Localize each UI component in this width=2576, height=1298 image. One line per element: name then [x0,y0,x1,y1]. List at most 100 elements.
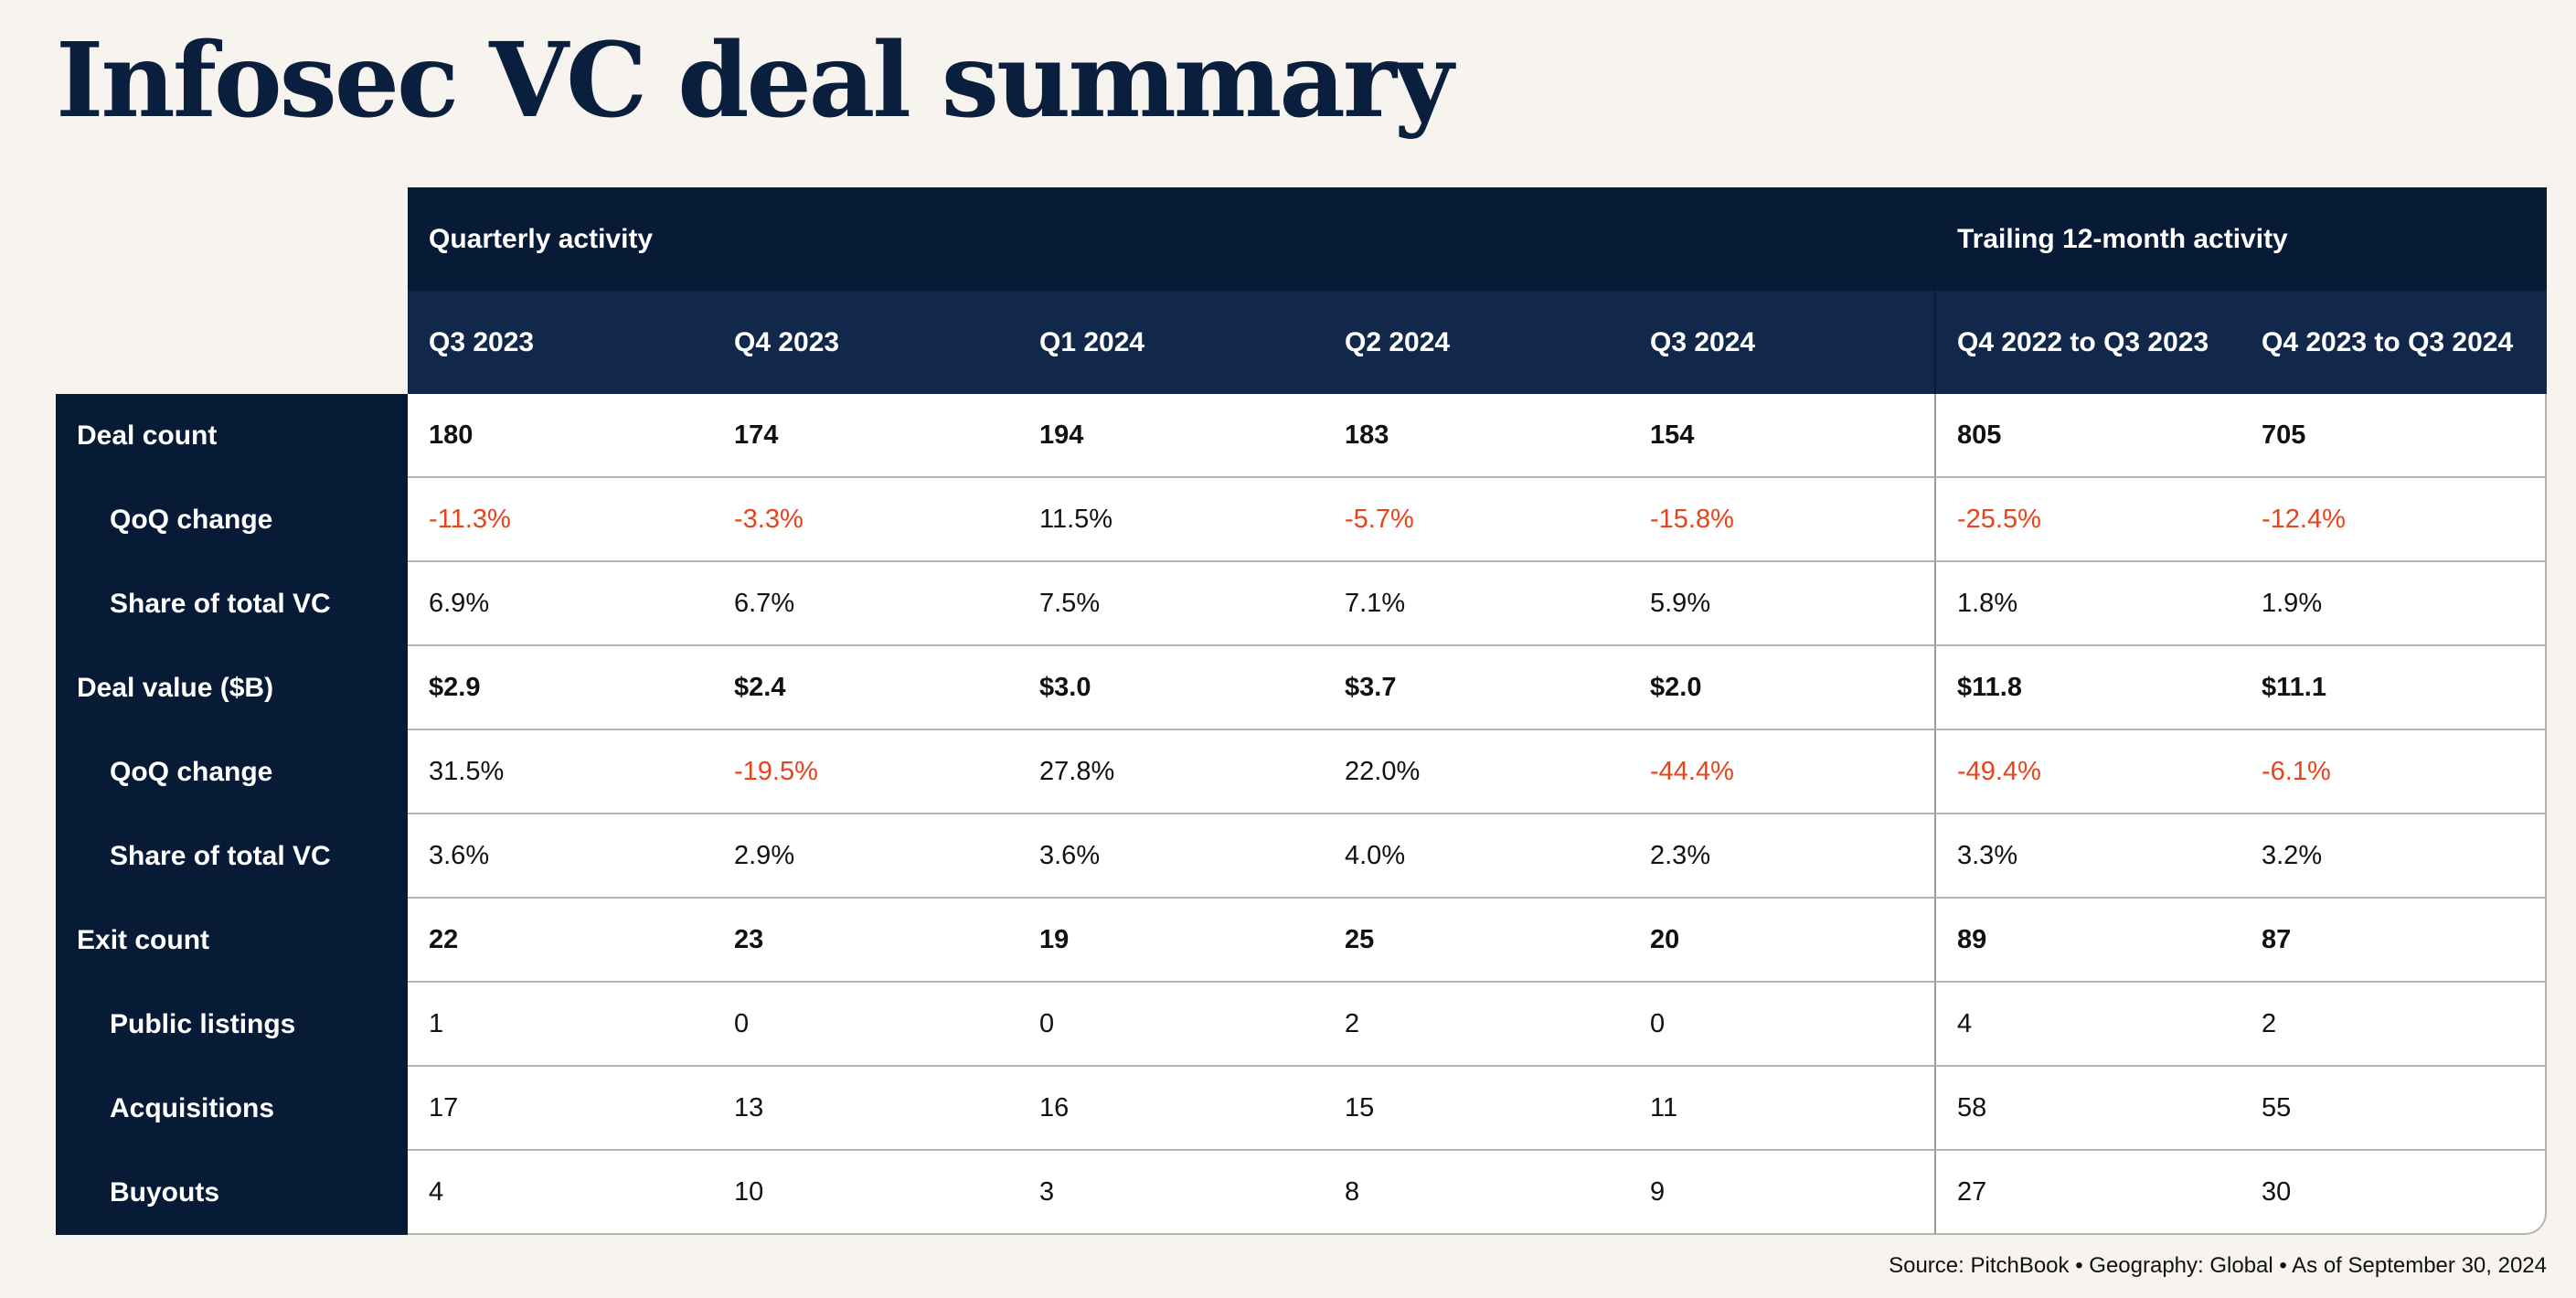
row-label: Share of total VC [56,814,408,899]
table-cell: 174 [713,394,1018,478]
table-cell: 194 [1018,394,1324,478]
table-row: Deal value ($B) $2.9 $2.4 $3.0 $3.7 $2.0 $11.8… [56,646,2547,730]
table-cell: 1 [408,983,713,1067]
table-row: Exit count 22 23 19 25 20 89 87 [56,899,2547,983]
table-cell: 3.6% [408,814,713,899]
table-cell: 19 [1018,899,1324,983]
row-label: Public listings [56,983,408,1067]
table-cell: -12.4% [2241,478,2547,562]
table-cell: 0 [713,983,1018,1067]
table-cell: 27 [1934,1151,2241,1235]
table-cell: 3.6% [1018,814,1324,899]
table-cell: 3.3% [1934,814,2241,899]
table-cell: $2.4 [713,646,1018,730]
row-label: QoQ change [56,478,408,562]
row-label: Deal count [56,394,408,478]
table-cell: $2.0 [1629,646,1934,730]
column-header: Q3 2024 [1629,291,1934,394]
table-cell: $2.9 [408,646,713,730]
table-cell: 31.5% [408,730,713,814]
table-cell: 17 [408,1067,713,1151]
table-cell: -6.1% [2241,730,2547,814]
table-cell: 89 [1934,899,2241,983]
column-header: Q4 2022 to Q3 2023 [1934,291,2241,394]
table-cell: 6.9% [408,562,713,646]
table-cell: 22.0% [1324,730,1629,814]
table-row: Share of total VC 6.9% 6.7% 7.5% 7.1% 5.9% 1.8… [56,562,2547,646]
corner-cell [56,291,408,394]
table-row: Share of total VC 3.6% 2.9% 3.6% 4.0% 2.3% 3.3… [56,814,2547,899]
table-cell: 7.5% [1018,562,1324,646]
row-label: QoQ change [56,730,408,814]
table-cell: 4 [1934,983,2241,1067]
table-cell: 13 [713,1067,1018,1151]
table-row: QoQ change -11.3% -3.3% 11.5% -5.7% -15.8% -25… [56,478,2547,562]
table-cell: 2.3% [1629,814,1934,899]
table-cell: 0 [1629,983,1934,1067]
table-cell: 22 [408,899,713,983]
table-cell: 30 [2241,1151,2547,1235]
table-cell: 4.0% [1324,814,1629,899]
table-cell: 87 [2241,899,2547,983]
table-row: QoQ change 31.5% -19.5% 27.8% 22.0% -44.4% -49… [56,730,2547,814]
table-row: Buyouts 4 10 3 8 9 27 30 [56,1151,2547,1235]
table-cell: 25 [1324,899,1629,983]
table-cell: 1.8% [1934,562,2241,646]
table-cell: 7.1% [1324,562,1629,646]
table-cell: 4 [408,1151,713,1235]
table-cell: 58 [1934,1067,2241,1151]
page-title: Infosec VC deal summary [56,21,1453,141]
table-cell: 55 [2241,1067,2547,1151]
column-header: Q1 2024 [1018,291,1324,394]
table-cell: 183 [1324,394,1629,478]
period-header-row: Q3 2023 Q4 2023 Q1 2024 Q2 2024 Q3 2024 Q4 20… [56,291,2547,394]
table-cell: 705 [2241,394,2547,478]
row-label: Acquisitions [56,1067,408,1151]
table-cell: $3.0 [1018,646,1324,730]
table-cell: -15.8% [1629,478,1934,562]
table-cell: 8 [1324,1151,1629,1235]
table-cell: -3.3% [713,478,1018,562]
table-cell: 2.9% [713,814,1018,899]
table-cell: 805 [1934,394,2241,478]
table-cell: 20 [1629,899,1934,983]
group-header-row: Quarterly activity Trailing 12-month act… [56,187,2547,291]
row-label: Deal value ($B) [56,646,408,730]
corner-cell [56,187,408,291]
table-cell: 15 [1324,1067,1629,1151]
table-cell: 0 [1018,983,1324,1067]
table-row: Public listings 1 0 0 2 0 4 2 [56,983,2547,1067]
deal-summary-table: Quarterly activity Trailing 12-month act… [56,187,2547,1235]
table-cell: 6.7% [713,562,1018,646]
row-label: Share of total VC [56,562,408,646]
table-cell: 23 [713,899,1018,983]
row-label: Exit count [56,899,408,983]
table-row: Deal count 180 174 194 183 154 805 705 [56,394,2547,478]
table-cell: 2 [1324,983,1629,1067]
table-cell: -44.4% [1629,730,1934,814]
table-cell: -25.5% [1934,478,2241,562]
table-cell: 5.9% [1629,562,1934,646]
table-cell: $11.1 [2241,646,2547,730]
table-cell: 154 [1629,394,1934,478]
table-cell: 11.5% [1018,478,1324,562]
table-cell: 11 [1629,1067,1934,1151]
column-header: Q4 2023 [713,291,1018,394]
table-header: Quarterly activity Trailing 12-month act… [56,187,2547,394]
source-note: Source: PitchBook • Geography: Global • … [1889,1253,2547,1278]
table-cell: 3 [1018,1151,1324,1235]
group-header-trailing: Trailing 12-month activity [1934,187,2547,291]
table-cell: 9 [1629,1151,1934,1235]
column-header: Q2 2024 [1324,291,1629,394]
table-body: Deal count 180 174 194 183 154 805 705 QoQ chang… [56,394,2547,1235]
table-cell: 2 [2241,983,2547,1067]
table-cell: 3.2% [2241,814,2547,899]
group-header-quarterly: Quarterly activity [408,187,1934,291]
row-label: Buyouts [56,1151,408,1235]
table-cell: $11.8 [1934,646,2241,730]
table-cell: -19.5% [713,730,1018,814]
table-cell: 10 [713,1151,1018,1235]
table-cell: 16 [1018,1067,1324,1151]
table-cell: 27.8% [1018,730,1324,814]
table-cell: -49.4% [1934,730,2241,814]
